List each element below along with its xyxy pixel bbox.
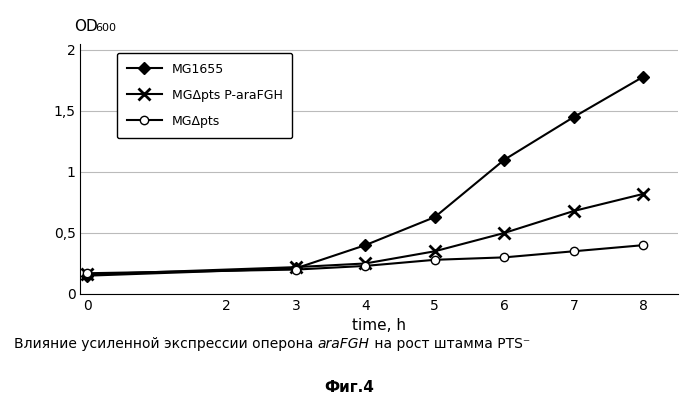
Legend: MG1655, MGΔpts P-araFGH, MGΔpts: MG1655, MGΔpts P-araFGH, MGΔpts (117, 53, 292, 138)
Text: Фиг.4: Фиг.4 (324, 380, 375, 395)
MG1655 (570, 115, 578, 120)
MG1655 (83, 273, 92, 278)
Text: araFGH: araFGH (318, 337, 370, 351)
MGΔpts (570, 249, 578, 254)
MGΔpts P-araFGH (639, 191, 647, 196)
X-axis label: time, h: time, h (352, 319, 406, 334)
MGΔpts (83, 271, 92, 276)
MG1655 (431, 215, 439, 220)
Text: на рост штамма PTS⁻: на рост штамма PTS⁻ (370, 337, 530, 351)
MGΔpts (639, 243, 647, 248)
MGΔpts P-araFGH (361, 261, 370, 266)
MGΔpts (361, 264, 370, 269)
MGΔpts P-araFGH (291, 265, 300, 270)
MG1655 (361, 243, 370, 248)
MGΔpts (291, 267, 300, 272)
MG1655 (291, 266, 300, 271)
Line: MGΔpts: MGΔpts (83, 241, 647, 277)
Line: MGΔpts P-araFGH: MGΔpts P-araFGH (82, 188, 649, 280)
Text: Влияние усиленной экспрессии оперона: Влияние усиленной экспрессии оперона (14, 337, 318, 351)
MG1655 (639, 74, 647, 79)
Line: MG1655: MG1655 (83, 73, 647, 280)
Text: 600: 600 (95, 23, 116, 33)
MGΔpts (500, 255, 508, 260)
Text: OD: OD (74, 19, 98, 34)
MGΔpts P-araFGH (431, 249, 439, 254)
MGΔpts P-araFGH (500, 231, 508, 236)
MG1655 (500, 157, 508, 162)
MGΔpts (431, 257, 439, 262)
MGΔpts P-araFGH (570, 208, 578, 214)
MGΔpts P-araFGH (83, 272, 92, 277)
